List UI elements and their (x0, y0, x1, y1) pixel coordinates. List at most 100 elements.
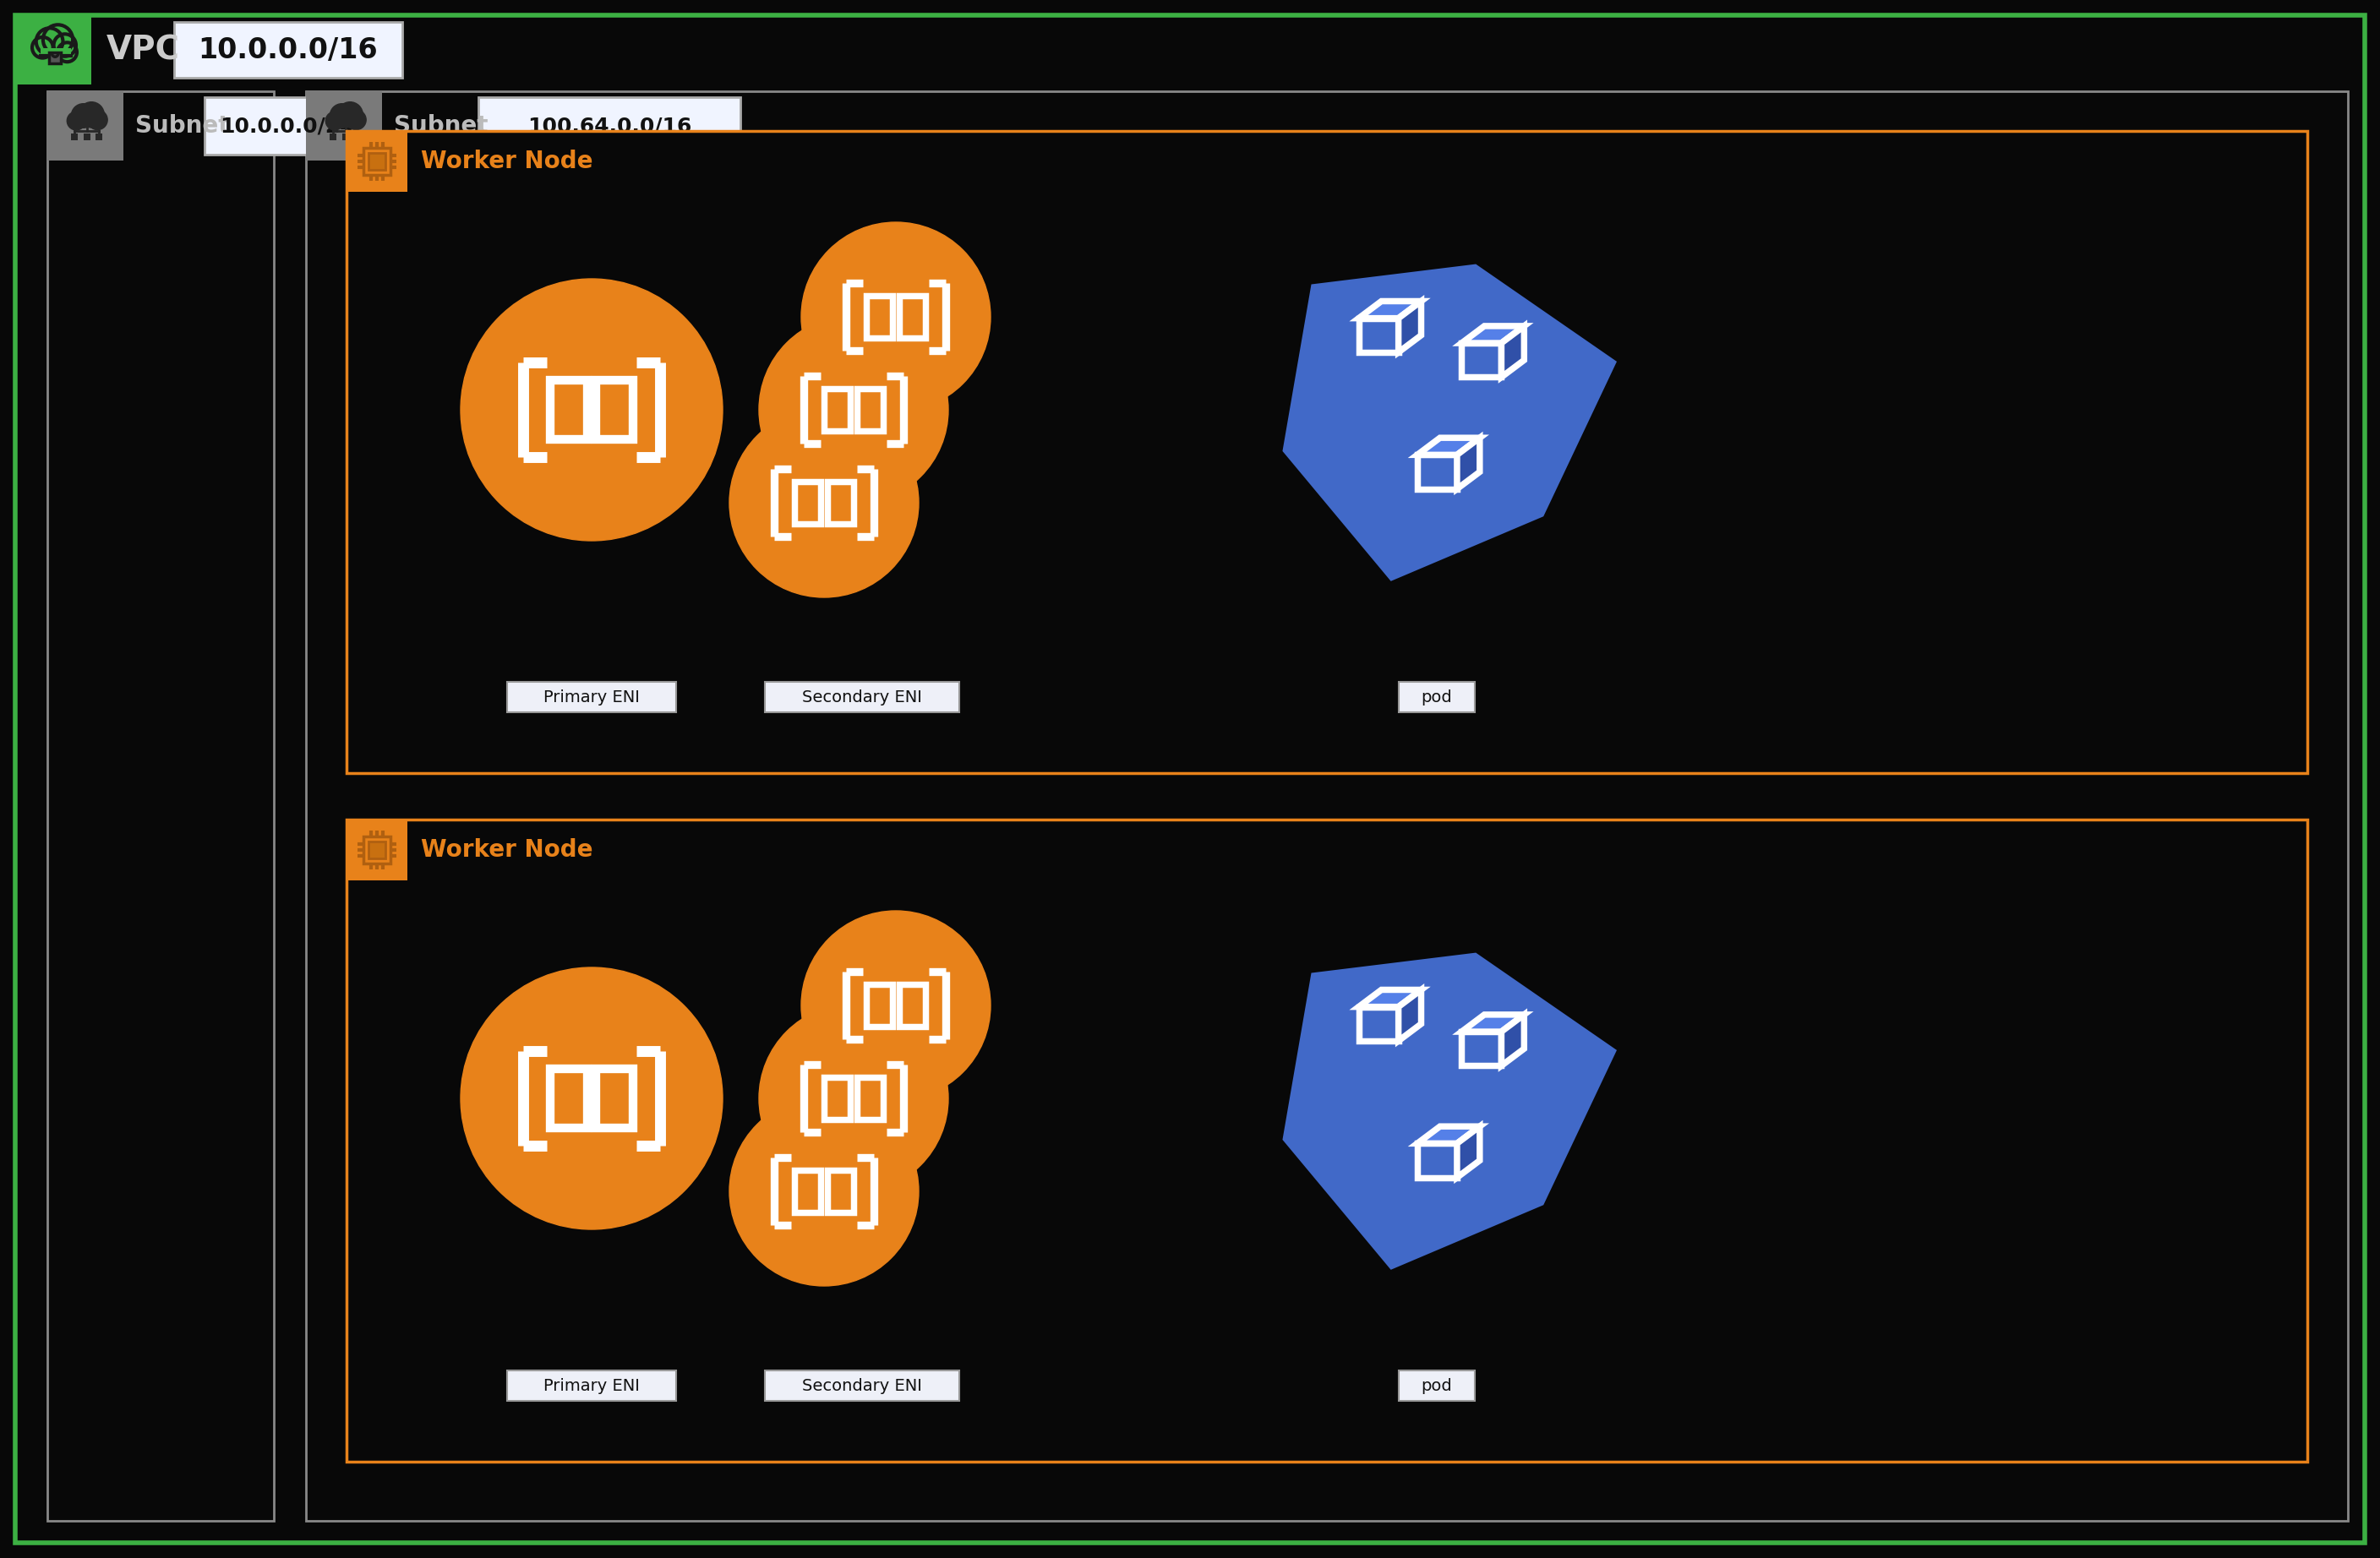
Polygon shape (1457, 438, 1480, 489)
Circle shape (31, 36, 55, 59)
Polygon shape (1461, 1014, 1523, 1031)
FancyBboxPatch shape (866, 985, 892, 1027)
Polygon shape (1502, 326, 1523, 377)
Circle shape (55, 41, 79, 64)
FancyBboxPatch shape (14, 16, 2366, 1542)
FancyBboxPatch shape (857, 1077, 883, 1120)
Polygon shape (1399, 989, 1421, 1041)
Polygon shape (1457, 1126, 1480, 1178)
Text: Secondary ENI: Secondary ENI (802, 689, 921, 706)
FancyBboxPatch shape (857, 388, 883, 432)
Circle shape (33, 26, 64, 56)
Circle shape (338, 101, 362, 128)
FancyBboxPatch shape (507, 682, 676, 712)
FancyBboxPatch shape (478, 97, 740, 154)
FancyBboxPatch shape (14, 16, 90, 84)
Text: Subnet: Subnet (393, 114, 488, 137)
FancyBboxPatch shape (307, 92, 2349, 1521)
FancyBboxPatch shape (1399, 1371, 1476, 1401)
FancyBboxPatch shape (71, 134, 79, 140)
Polygon shape (1461, 326, 1523, 343)
Text: pod: pod (1421, 1377, 1452, 1394)
Circle shape (759, 1003, 947, 1193)
Text: Worker Node: Worker Node (421, 838, 593, 862)
Circle shape (759, 315, 947, 505)
FancyBboxPatch shape (550, 1069, 588, 1128)
Polygon shape (1416, 1144, 1457, 1178)
Polygon shape (1359, 1006, 1399, 1041)
Circle shape (802, 911, 990, 1100)
Text: VPC: VPC (107, 34, 181, 65)
Polygon shape (1283, 265, 1616, 581)
FancyBboxPatch shape (40, 48, 71, 58)
FancyBboxPatch shape (48, 92, 274, 1521)
Circle shape (71, 104, 95, 128)
Circle shape (728, 1097, 919, 1285)
Circle shape (462, 279, 724, 541)
FancyBboxPatch shape (550, 380, 588, 439)
Text: 10.0.0.0/16: 10.0.0.0/16 (198, 36, 378, 64)
FancyBboxPatch shape (174, 22, 402, 78)
Circle shape (326, 112, 345, 129)
FancyBboxPatch shape (347, 820, 2306, 1461)
FancyBboxPatch shape (355, 134, 362, 140)
FancyBboxPatch shape (595, 1069, 633, 1128)
FancyBboxPatch shape (764, 1371, 959, 1401)
FancyBboxPatch shape (823, 1077, 850, 1120)
Text: Worker Node: Worker Node (421, 150, 593, 173)
FancyBboxPatch shape (900, 985, 926, 1027)
Circle shape (331, 104, 355, 128)
FancyBboxPatch shape (826, 1170, 854, 1212)
FancyBboxPatch shape (364, 837, 390, 863)
FancyBboxPatch shape (347, 820, 407, 880)
Circle shape (802, 223, 990, 411)
Polygon shape (1359, 301, 1421, 318)
FancyBboxPatch shape (795, 481, 821, 523)
Polygon shape (1502, 1014, 1523, 1066)
FancyBboxPatch shape (369, 153, 386, 170)
FancyBboxPatch shape (50, 51, 62, 64)
FancyBboxPatch shape (307, 92, 383, 160)
Circle shape (52, 33, 79, 58)
FancyBboxPatch shape (347, 131, 407, 192)
Text: pod: pod (1421, 689, 1452, 706)
Text: Primary ENI: Primary ENI (543, 1377, 640, 1394)
Circle shape (345, 111, 367, 129)
FancyBboxPatch shape (507, 1371, 676, 1401)
Text: 10.0.0.0/24: 10.0.0.0/24 (219, 115, 355, 136)
FancyBboxPatch shape (1399, 682, 1476, 712)
FancyBboxPatch shape (823, 388, 850, 432)
FancyBboxPatch shape (764, 682, 959, 712)
FancyBboxPatch shape (328, 134, 336, 140)
Circle shape (728, 408, 919, 597)
Circle shape (67, 112, 86, 129)
FancyBboxPatch shape (95, 134, 102, 140)
Polygon shape (1416, 1126, 1480, 1144)
Circle shape (462, 968, 724, 1229)
Polygon shape (1359, 318, 1399, 352)
Polygon shape (1416, 438, 1480, 455)
Polygon shape (1283, 952, 1616, 1270)
Polygon shape (1461, 343, 1502, 377)
Polygon shape (1461, 1031, 1502, 1066)
FancyBboxPatch shape (900, 296, 926, 338)
Text: Secondary ENI: Secondary ENI (802, 1377, 921, 1394)
Circle shape (88, 111, 107, 129)
Polygon shape (1399, 301, 1421, 352)
FancyBboxPatch shape (795, 1170, 821, 1212)
FancyBboxPatch shape (343, 134, 350, 140)
FancyBboxPatch shape (347, 131, 2306, 773)
Text: Subnet: Subnet (136, 114, 228, 137)
FancyBboxPatch shape (205, 97, 371, 154)
Text: 100.64.0.0/16: 100.64.0.0/16 (528, 115, 693, 136)
FancyBboxPatch shape (866, 296, 892, 338)
Circle shape (40, 23, 74, 56)
Circle shape (79, 101, 105, 128)
FancyBboxPatch shape (369, 841, 386, 858)
FancyBboxPatch shape (83, 134, 90, 140)
FancyBboxPatch shape (595, 380, 633, 439)
FancyBboxPatch shape (48, 92, 124, 160)
Polygon shape (1416, 455, 1457, 489)
Text: Primary ENI: Primary ENI (543, 689, 640, 706)
FancyBboxPatch shape (364, 148, 390, 174)
